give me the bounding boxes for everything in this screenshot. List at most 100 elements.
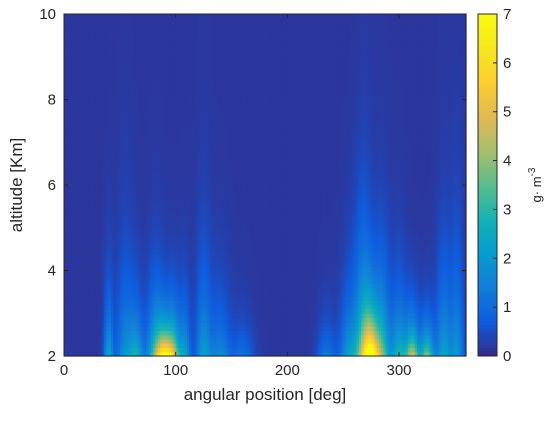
heatmap-cell [311, 347, 315, 353]
heatmap-cell [242, 334, 246, 340]
heatmap-cell [64, 347, 67, 353]
heatmap-cell [392, 347, 396, 353]
heatmap-cell [251, 326, 255, 331]
heatmap-cell [269, 351, 273, 357]
heatmap-cell [90, 326, 94, 331]
heatmap-cell [314, 334, 317, 340]
heatmap-cell [106, 343, 110, 349]
heatmap-cell [305, 330, 309, 336]
heatmap-cell [352, 338, 355, 344]
heatmap-cell [108, 347, 112, 353]
heatmap-cell [356, 334, 360, 340]
heatmap-cell [378, 330, 382, 336]
heatmap-cell [463, 347, 467, 353]
heatmap-cell [361, 347, 364, 353]
heatmap-cell [436, 347, 440, 353]
heatmap-cell [160, 347, 163, 353]
heatmap-cell [311, 334, 315, 340]
heatmap-cell [88, 347, 92, 353]
heatmap-cell [157, 338, 161, 344]
heatmap-cell [407, 343, 411, 349]
heatmap-cell [189, 326, 192, 331]
heatmap-cell [282, 343, 286, 349]
heatmap-cell [148, 334, 152, 340]
heatmap-cell [151, 326, 154, 331]
heatmap-cell [338, 330, 342, 336]
heatmap-cell [459, 334, 463, 340]
heatmap-cell [394, 351, 398, 357]
heatmap-cell [316, 334, 320, 340]
heatmap-cell [175, 338, 179, 344]
heatmap-cell [126, 347, 130, 353]
heatmap-cell [323, 338, 326, 344]
heatmap-cell [461, 330, 465, 336]
heatmap-cell [352, 347, 355, 353]
heatmap-cell [242, 351, 246, 357]
heatmap-cell [392, 334, 396, 340]
heatmap-cell [367, 343, 371, 349]
heatmap-cell [349, 347, 353, 353]
heatmap-cell [276, 338, 279, 344]
heatmap-cell [378, 351, 382, 357]
heatmap-cell [124, 326, 128, 331]
heatmap-cell [401, 343, 405, 349]
heatmap-cell [86, 330, 90, 336]
heatmap-cell [238, 347, 242, 353]
heatmap-cell [70, 347, 74, 353]
heatmap-cell [390, 338, 393, 344]
heatmap-cell [202, 326, 206, 331]
heatmap-cell [314, 347, 317, 353]
heatmap-cell [276, 347, 279, 353]
heatmap-cell [231, 334, 235, 340]
heatmap-cell [171, 343, 175, 349]
heatmap-cell [249, 330, 253, 336]
heatmap-cell [305, 338, 309, 344]
heatmap-cell [204, 338, 208, 344]
heatmap-cell [410, 338, 413, 344]
heatmap-cell [233, 347, 237, 353]
heatmap-cell [90, 338, 94, 344]
heatmap-cell [81, 330, 85, 336]
heatmap-cell [93, 330, 96, 336]
heatmap-cell [378, 347, 382, 353]
heatmap-cell [64, 338, 67, 344]
heatmap-cell [206, 347, 210, 353]
heatmap-cell [122, 338, 125, 344]
heatmap-cell [135, 334, 139, 340]
heatmap-cell [104, 334, 108, 340]
heatmap-cell [224, 347, 228, 353]
heatmap-cell [416, 338, 420, 344]
heatmap-cell [128, 326, 132, 331]
heatmap-cell [175, 330, 179, 336]
heatmap-cell [84, 326, 87, 331]
heatmap-cell [224, 334, 228, 340]
heatmap-cell [135, 326, 139, 331]
heatmap-cell [133, 343, 137, 349]
heatmap-cell [340, 351, 344, 357]
heatmap-cell [189, 343, 192, 349]
heatmap-cell [298, 351, 302, 357]
heatmap-cell [349, 351, 353, 357]
heatmap-cell [166, 326, 170, 331]
heatmap-cell [244, 330, 248, 336]
heatmap-cell [153, 351, 157, 357]
heatmap-cell [184, 338, 188, 344]
heatmap-cell [372, 347, 376, 353]
heatmap-cell [369, 338, 373, 344]
heatmap-cell [75, 334, 78, 340]
heatmap-cell [461, 338, 465, 344]
heatmap-cell [101, 343, 105, 349]
heatmap-cell [410, 351, 413, 357]
heatmap-cell [200, 326, 204, 331]
heatmap-cell [419, 334, 422, 340]
heatmap-cell [240, 330, 244, 336]
heatmap-cell [173, 326, 177, 331]
heatmap-cell [343, 338, 346, 344]
heatmap-cell [249, 326, 253, 331]
heatmap-cell [72, 347, 76, 353]
heatmap-cell [347, 334, 351, 340]
heatmap-cell [280, 338, 284, 344]
heatmap-cell [229, 334, 233, 340]
heatmap-cell [253, 343, 257, 349]
heatmap-cell [119, 351, 123, 357]
